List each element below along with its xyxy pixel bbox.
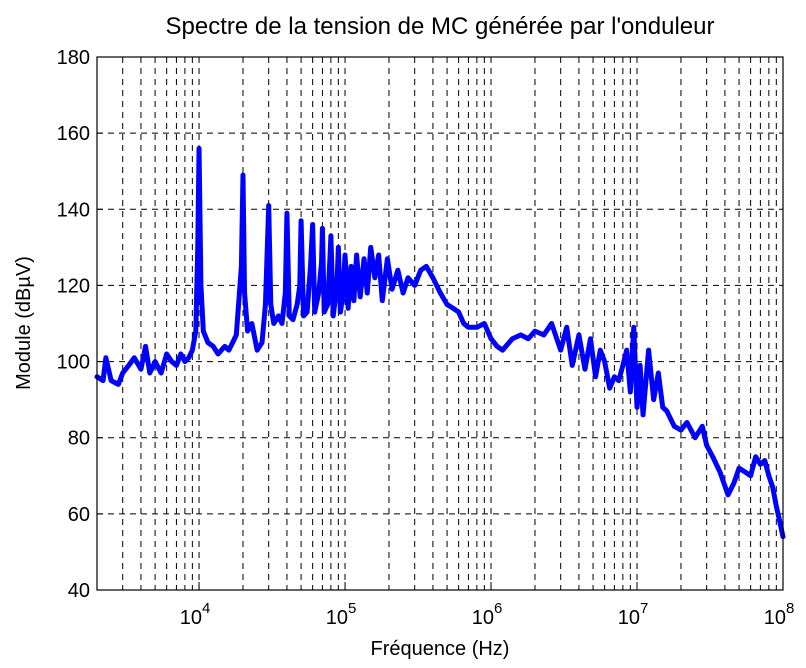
x-tick-base: 10 — [326, 607, 348, 629]
x-tick-exponent: 5 — [348, 600, 356, 617]
x-tick-base: 10 — [180, 607, 202, 629]
chart-title: Spectre de la tension de MC générée par … — [166, 13, 715, 40]
y-tick-label: 80 — [68, 428, 90, 450]
plot-lines — [94, 145, 786, 540]
x-tick-exponent: 4 — [202, 600, 210, 617]
y-tick-label: 40 — [68, 580, 90, 602]
x-tick-exponent: 7 — [640, 600, 648, 617]
x-tick-label: 107 — [618, 600, 649, 629]
y-tick-label: 60 — [68, 504, 90, 526]
x-tick-label: 105 — [326, 600, 357, 629]
y-axis-label: Module (dBµV) — [13, 256, 35, 390]
y-tick-label: 180 — [57, 47, 90, 69]
y-tick-label: 120 — [57, 275, 90, 297]
x-tick-label: 106 — [472, 600, 503, 629]
x-axis-label: Fréquence (Hz) — [371, 638, 510, 660]
x-tick-base: 10 — [472, 607, 494, 629]
x-tick-label: 108 — [764, 600, 795, 629]
y-tick-label: 140 — [57, 199, 90, 221]
y-tick-label: 100 — [57, 352, 90, 374]
plot-frame — [96, 56, 784, 591]
data-line — [94, 145, 786, 540]
x-tick-base: 10 — [764, 607, 786, 629]
y-tick-label: 160 — [57, 123, 90, 145]
x-tick-exponent: 6 — [494, 600, 502, 617]
x-tick-base: 10 — [618, 607, 640, 629]
x-tick-exponent: 8 — [786, 600, 794, 617]
x-tick-label: 104 — [180, 600, 211, 629]
